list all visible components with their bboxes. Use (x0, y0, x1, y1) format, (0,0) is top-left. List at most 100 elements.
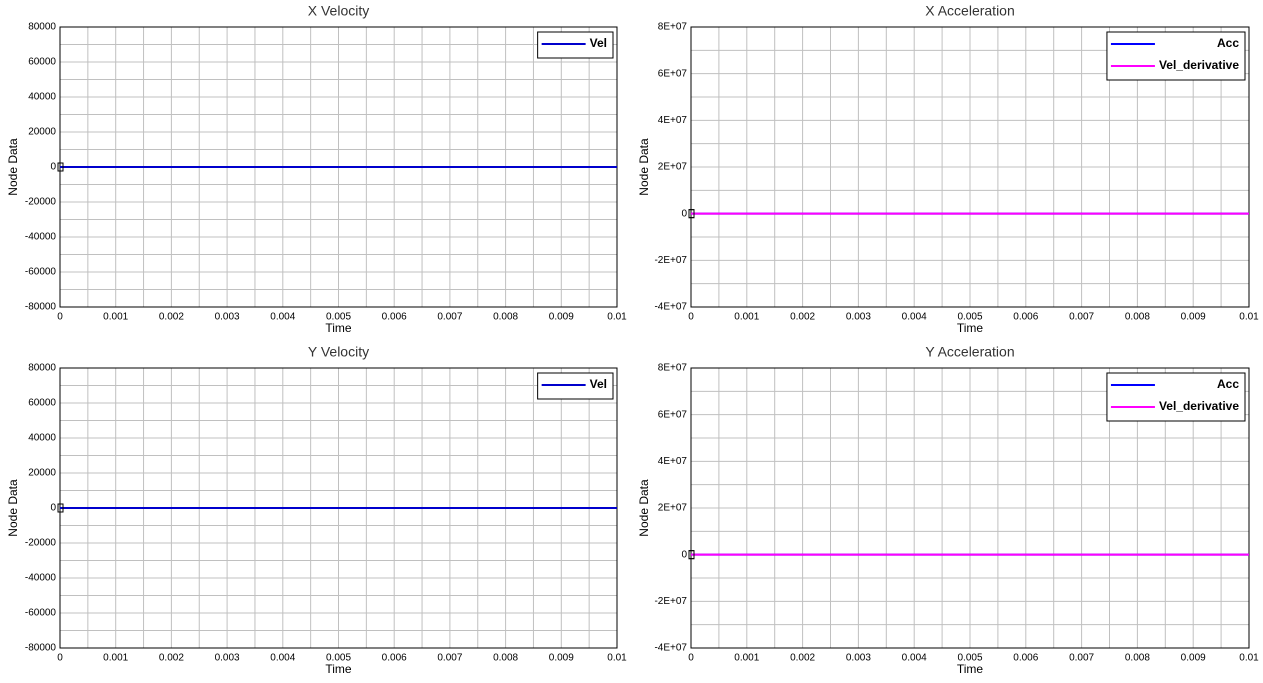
x-tick-label: 0.004 (270, 653, 295, 664)
x-tick-label: 0.001 (103, 653, 128, 664)
x-tick-label: 0.007 (1069, 653, 1094, 664)
x-tick-label: 0.002 (159, 653, 184, 664)
y-tick-label: -80000 (25, 302, 57, 313)
chart-title: Y Velocity (308, 344, 369, 360)
legend-label: Acc (1217, 377, 1239, 391)
y-tick-label: -4E+07 (654, 643, 687, 654)
x-axis-label: Time (957, 321, 984, 335)
x-tick-label: 0.004 (902, 312, 927, 323)
x-tick-label: 0.008 (493, 312, 518, 323)
x-tick-label: 0.003 (846, 312, 871, 323)
y-tick-label: -40000 (25, 573, 57, 584)
x-axis-label: Time (957, 662, 984, 676)
y-tick-label: -60000 (25, 608, 57, 619)
y-tick-label: -40000 (25, 232, 57, 243)
y-tick-label: 4E+07 (658, 115, 688, 126)
y-tick-label: 8E+07 (658, 22, 688, 33)
x-tick-label: 0.01 (1239, 653, 1259, 664)
chart-title: Y Acceleration (925, 344, 1014, 360)
x-tick-label: 0.004 (270, 312, 295, 323)
x-tick-label: 0.009 (1181, 312, 1206, 323)
y-axis-label: Node Data (6, 138, 20, 196)
legend: Acc Vel_derivative (1106, 372, 1246, 422)
y-tick-label: -80000 (25, 643, 57, 654)
y-tick-label: 6E+07 (658, 68, 688, 79)
legend-label: Vel_derivative (1159, 399, 1239, 413)
y-tick-label: 40000 (28, 92, 56, 103)
y-tick-label: 2E+07 (658, 503, 688, 514)
x-tick-label: 0.008 (1125, 312, 1150, 323)
legend-box (1106, 31, 1246, 81)
x-tick-label: 0.002 (159, 312, 184, 323)
y-tick-label: 0 (50, 162, 56, 173)
y-axis-label: Node Data (637, 479, 651, 537)
chart-title: X Velocity (308, 3, 369, 19)
x-tick-label: 0.001 (734, 312, 759, 323)
y-tick-label: -4E+07 (654, 302, 687, 313)
chart-title: X Acceleration (925, 3, 1015, 19)
y-tick-label: 4E+07 (658, 456, 688, 467)
x-tick-label: 0.01 (607, 653, 627, 664)
y-tick-label: 0 (681, 549, 687, 560)
x-tick-label: 0.009 (549, 653, 574, 664)
x-tick-label: 0.007 (437, 312, 462, 323)
x-tick-label: 0.009 (549, 312, 574, 323)
y-tick-label: -20000 (25, 538, 57, 549)
legend: Vel (537, 31, 614, 59)
y-axis-label: Node Data (637, 138, 651, 196)
x-tick-label: 0.001 (103, 312, 128, 323)
x-tick-label: 0.005 (957, 312, 982, 323)
x-tick-label: 0.002 (790, 312, 815, 323)
legend: Vel (537, 372, 614, 400)
y-tick-label: 0 (50, 503, 56, 514)
x-tick-label: 0.003 (215, 653, 240, 664)
y-axis-label: Node Data (6, 479, 20, 537)
x-axis-label: Time (325, 662, 352, 676)
y-tick-label: -60000 (25, 267, 57, 278)
legend-label: Vel (590, 377, 607, 391)
point-marker (688, 209, 695, 219)
y-tick-label: 40000 (28, 433, 56, 444)
y-tick-label: -2E+07 (654, 255, 687, 266)
legend-label: Vel (590, 36, 607, 50)
x-tick-label: 0 (688, 653, 694, 664)
y-tick-label: -2E+07 (654, 596, 687, 607)
x-tick-label: 0.001 (734, 653, 759, 664)
x-tick-label: 0.007 (1069, 312, 1094, 323)
x-tick-label: 0.01 (1239, 312, 1259, 323)
x-tick-label: 0 (57, 653, 63, 664)
x-tick-label: 0.009 (1181, 653, 1206, 664)
x-tick-label: 0.006 (1013, 653, 1038, 664)
x-axis-label: Time (325, 321, 352, 335)
x-tick-label: 0.007 (437, 653, 462, 664)
x-tick-label: 0.01 (607, 312, 627, 323)
y-tick-label: 0 (681, 208, 687, 219)
y-tick-label: 20000 (28, 127, 56, 138)
legend-box (1106, 372, 1246, 422)
x-tick-label: 0.002 (790, 653, 815, 664)
legend: Acc Vel_derivative (1106, 31, 1246, 81)
x-tick-label: 0 (688, 312, 694, 323)
y-tick-label: 80000 (28, 22, 56, 33)
x-tick-label: 0.005 (957, 653, 982, 664)
point-marker (57, 162, 64, 172)
y-tick-label: 2E+07 (658, 162, 688, 173)
x-tick-label: 0.008 (1125, 653, 1150, 664)
point-marker (688, 550, 695, 560)
x-tick-label: 0.006 (382, 312, 407, 323)
y-tick-label: 60000 (28, 398, 56, 409)
x-tick-label: 0.003 (215, 312, 240, 323)
x-tick-label: 0.006 (382, 653, 407, 664)
plot-border (690, 26, 1250, 308)
point-marker (57, 503, 64, 513)
y-tick-label: 6E+07 (658, 409, 688, 420)
x-tick-label: 0.005 (326, 312, 351, 323)
x-tick-label: 0 (57, 312, 63, 323)
legend-label: Acc (1217, 36, 1239, 50)
plot-border (690, 367, 1250, 649)
y-tick-label: 80000 (28, 363, 56, 374)
x-tick-label: 0.008 (493, 653, 518, 664)
y-tick-label: 60000 (28, 57, 56, 68)
